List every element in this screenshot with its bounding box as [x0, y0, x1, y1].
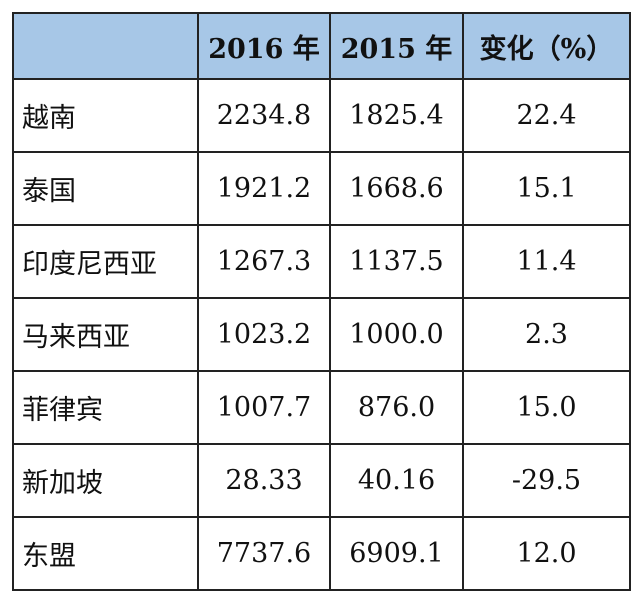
country-cell: 泰国: [12, 151, 199, 226]
table-row: 马来西亚 1023.2 1000.0 2.3: [12, 297, 631, 372]
value-cell: 15.0: [462, 370, 631, 445]
value-cell: 2.3: [462, 297, 631, 372]
table-row: 印度尼西亚 1267.3 1137.5 11.4: [12, 224, 631, 299]
value-cell: 1007.7: [197, 370, 331, 445]
country-cell: 菲律宾: [12, 370, 199, 445]
value-cell: 1668.6: [329, 151, 464, 226]
value-cell: 22.4: [462, 78, 631, 153]
value-cell: 6909.1: [329, 516, 464, 591]
header-cell: 2015 年: [329, 12, 464, 80]
table-row: 东盟 7737.6 6909.1 12.0: [12, 516, 631, 591]
value-cell: 1921.2: [197, 151, 331, 226]
table-row: 越南 2234.8 1825.4 22.4: [12, 78, 631, 153]
header-cell: 2016 年: [197, 12, 331, 80]
value-cell: 15.1: [462, 151, 631, 226]
table-body: 越南 2234.8 1825.4 22.4 泰国 1921.2 1668.6 15.1 印度尼西…: [12, 78, 631, 591]
value-cell: 1023.2: [197, 297, 331, 372]
table-row: 新加坡 28.33 40.16 -29.5: [12, 443, 631, 518]
value-cell: 40.16: [329, 443, 464, 518]
value-cell: 1137.5: [329, 224, 464, 299]
corner-cell: [12, 12, 199, 80]
country-cell: 越南: [12, 78, 199, 153]
data-table: 2016 年 2015 年 变化（%） 越南 2234.8 1825.4 22.4 泰国…: [12, 12, 631, 591]
value-cell: 2234.8: [197, 78, 331, 153]
value-cell: 876.0: [329, 370, 464, 445]
value-cell: 7737.6: [197, 516, 331, 591]
country-cell: 印度尼西亚: [12, 224, 199, 299]
country-cell: 新加坡: [12, 443, 199, 518]
table-head: 2016 年 2015 年 变化（%）: [12, 12, 631, 80]
value-cell: 1825.4: [329, 78, 464, 153]
table-container: 2016 年 2015 年 变化（%） 越南 2234.8 1825.4 22.4 泰国…: [12, 12, 631, 591]
table-row: 泰国 1921.2 1668.6 15.1: [12, 151, 631, 226]
header-cell: 变化（%）: [462, 12, 631, 80]
value-cell: 1000.0: [329, 297, 464, 372]
country-cell: 东盟: [12, 516, 199, 591]
table-row: 菲律宾 1007.7 876.0 15.0: [12, 370, 631, 445]
value-cell: 12.0: [462, 516, 631, 591]
header-row: 2016 年 2015 年 变化（%）: [12, 12, 631, 80]
country-cell: 马来西亚: [12, 297, 199, 372]
value-cell: 11.4: [462, 224, 631, 299]
value-cell: 28.33: [197, 443, 331, 518]
value-cell: 1267.3: [197, 224, 331, 299]
value-cell: -29.5: [462, 443, 631, 518]
